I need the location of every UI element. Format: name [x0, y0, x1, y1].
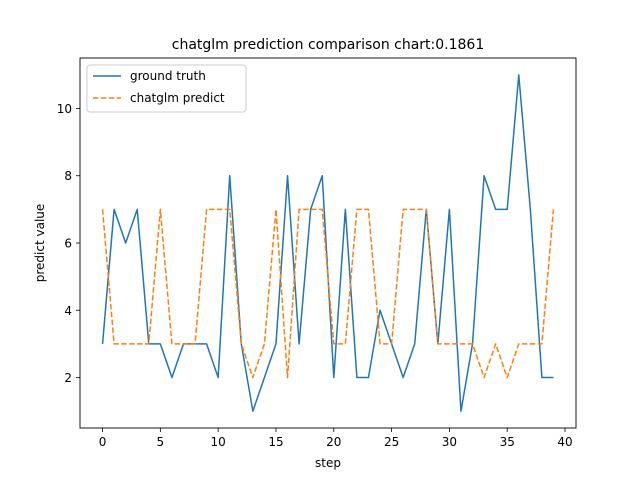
x-tick-label: 40: [557, 435, 572, 449]
x-tick-label: 35: [500, 435, 515, 449]
legend-label-chatglm-predict: chatglm predict: [130, 91, 225, 105]
legend: ground truth chatglm predict: [86, 64, 247, 113]
x-axis: 0 5 10 15 20 25 30 35 40: [99, 428, 573, 449]
x-tick-label: 20: [326, 435, 341, 449]
x-tick-label: 0: [99, 435, 107, 449]
plot-lines: [101, 74, 555, 412]
y-tick-label: 4: [64, 304, 72, 318]
x-tick-label: 10: [211, 435, 226, 449]
legend-box: [86, 64, 247, 113]
plot-frame: [79, 57, 577, 429]
y-axis: 2 4 6 8 10: [57, 102, 80, 385]
series-line-chatglm-predict: [101, 208, 555, 379]
legend-label-ground-truth: ground truth: [130, 69, 206, 83]
x-tick-label: 30: [442, 435, 457, 449]
x-tick-label: 5: [157, 435, 165, 449]
y-tick-label: 10: [57, 102, 72, 116]
series-line-ground-truth: [101, 74, 554, 412]
x-axis-label: step: [315, 456, 341, 470]
chart-title: chatglm prediction comparison chart:0.18…: [172, 37, 484, 53]
x-tick-label: 15: [268, 435, 283, 449]
y-tick-label: 8: [64, 169, 72, 183]
y-axis-label: predict value: [33, 204, 47, 283]
y-tick-label: 2: [64, 371, 72, 385]
x-tick-label: 25: [384, 435, 399, 449]
y-tick-label: 6: [64, 237, 72, 251]
